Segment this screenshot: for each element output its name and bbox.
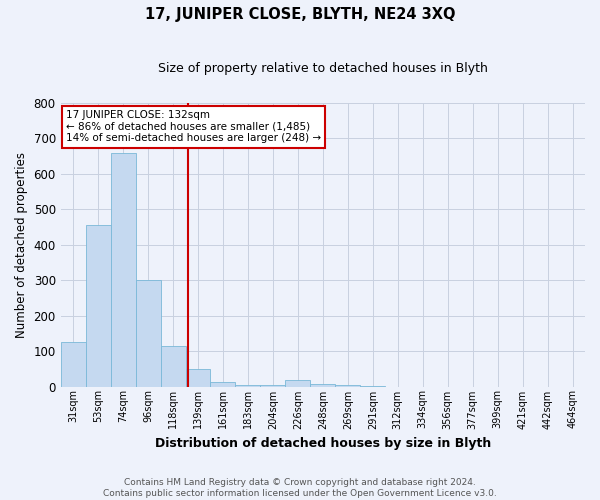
Bar xyxy=(86,226,110,386)
Title: Size of property relative to detached houses in Blyth: Size of property relative to detached ho… xyxy=(158,62,488,76)
Bar xyxy=(211,382,235,386)
Y-axis label: Number of detached properties: Number of detached properties xyxy=(15,152,28,338)
Text: Contains HM Land Registry data © Crown copyright and database right 2024.
Contai: Contains HM Land Registry data © Crown c… xyxy=(103,478,497,498)
Bar xyxy=(61,342,86,386)
Text: 17 JUNIPER CLOSE: 132sqm
← 86% of detached houses are smaller (1,485)
14% of sem: 17 JUNIPER CLOSE: 132sqm ← 86% of detach… xyxy=(66,110,321,144)
Bar xyxy=(335,385,360,386)
Bar xyxy=(110,152,136,386)
Text: 17, JUNIPER CLOSE, BLYTH, NE24 3XQ: 17, JUNIPER CLOSE, BLYTH, NE24 3XQ xyxy=(145,8,455,22)
X-axis label: Distribution of detached houses by size in Blyth: Distribution of detached houses by size … xyxy=(155,437,491,450)
Bar xyxy=(185,369,211,386)
Bar xyxy=(161,346,185,387)
Bar xyxy=(136,280,161,386)
Bar xyxy=(310,384,335,386)
Bar xyxy=(286,380,310,386)
